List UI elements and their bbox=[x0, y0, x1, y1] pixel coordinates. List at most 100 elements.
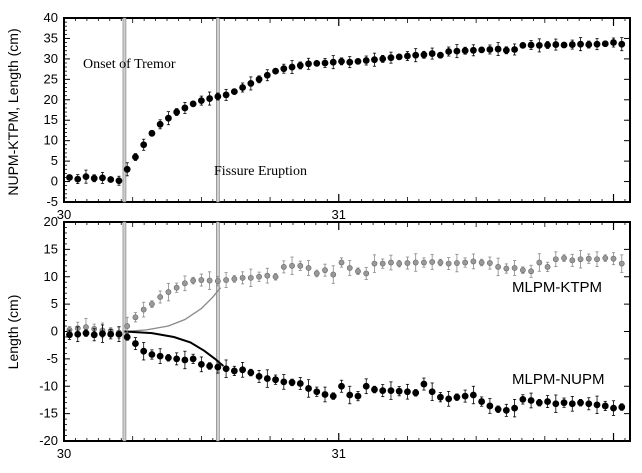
bottom-data-point-mlpm-nupm bbox=[395, 387, 403, 395]
top-data-point bbox=[461, 47, 469, 55]
bottom-data-point-mlpm-nupm bbox=[610, 404, 617, 412]
top-data-point bbox=[140, 141, 148, 149]
bottom-data-point-mlpm-nupm bbox=[123, 333, 131, 341]
bottom-data-point-mlpm-nupm bbox=[90, 331, 98, 339]
bottom-x-tick-labels: 30 31 bbox=[57, 446, 346, 461]
bottom-data-point-mlpm-ktpm bbox=[157, 294, 164, 300]
top-event-line-fissure bbox=[216, 17, 220, 203]
bottom-data-point-mlpm-ktpm bbox=[165, 289, 172, 295]
top-data-point bbox=[420, 51, 428, 59]
top-data-point bbox=[222, 91, 230, 99]
bottom-data-point-mlpm-ktpm bbox=[313, 270, 320, 277]
bottom-data-point-mlpm-nupm bbox=[338, 382, 345, 390]
top-data-point bbox=[296, 62, 304, 69]
top-data-point bbox=[486, 46, 494, 53]
top-plot-frame bbox=[63, 17, 631, 203]
top-data-point bbox=[288, 63, 296, 71]
annotation-fissure-eruption: Fissure Eruption bbox=[214, 164, 307, 179]
top-data-point bbox=[74, 175, 82, 183]
bottom-data-point-mlpm-nupm bbox=[280, 378, 288, 386]
top-y-tick-label: 0 bbox=[51, 174, 58, 189]
bottom-data-point-mlpm-ktpm bbox=[396, 260, 403, 267]
bottom-data-point-mlpm-nupm bbox=[535, 399, 543, 407]
top-data-point bbox=[263, 71, 271, 79]
top-data-point bbox=[519, 41, 527, 49]
bottom-data-point-mlpm-ktpm bbox=[247, 274, 254, 281]
bottom-data-point-mlpm-nupm bbox=[568, 400, 576, 408]
top-y-tick-labels: -5 0 5 10 15 20 25 30 35 40 bbox=[44, 10, 58, 209]
bottom-data-point-mlpm-ktpm bbox=[462, 259, 469, 266]
bottom-data-point-mlpm-nupm bbox=[478, 398, 486, 405]
top-y-tick-label: 20 bbox=[44, 92, 58, 107]
bottom-data-point-mlpm-nupm bbox=[494, 405, 502, 413]
bottom-data-point-mlpm-nupm bbox=[519, 395, 527, 403]
top-data-point bbox=[239, 84, 246, 91]
top-data-point bbox=[165, 114, 172, 122]
top-data-point bbox=[82, 173, 90, 181]
series-label-mlpm-ktpm: MLPM-KTPM bbox=[512, 279, 602, 296]
bottom-data-point-mlpm-nupm bbox=[165, 354, 172, 362]
bottom-data-point-mlpm-nupm bbox=[453, 393, 461, 401]
bottom-data-point-mlpm-ktpm bbox=[528, 268, 534, 275]
bottom-data-point-mlpm-nupm bbox=[371, 386, 378, 393]
bottom-data-point-mlpm-ktpm bbox=[355, 268, 361, 275]
bottom-data-point-mlpm-ktpm bbox=[83, 324, 89, 331]
top-data-point bbox=[90, 174, 98, 182]
top-axis-ticks bbox=[63, 17, 630, 203]
bottom-data-point-mlpm-ktpm bbox=[190, 277, 197, 284]
top-event-lines bbox=[122, 17, 220, 203]
bottom-data-point-mlpm-ktpm bbox=[486, 260, 493, 266]
bottom-data-point-mlpm-nupm bbox=[354, 392, 362, 400]
bottom-data-point-mlpm-ktpm bbox=[140, 306, 147, 313]
top-data-point bbox=[362, 57, 370, 64]
bottom-x-tick-label: 31 bbox=[332, 446, 346, 461]
bottom-data-point-mlpm-ktpm bbox=[602, 255, 609, 262]
top-data-point bbox=[585, 41, 593, 48]
bottom-data-point-mlpm-nupm bbox=[99, 330, 106, 338]
bottom-data-point-mlpm-nupm bbox=[552, 400, 560, 408]
top-data-point bbox=[371, 56, 378, 64]
bottom-data-point-mlpm-ktpm bbox=[173, 284, 180, 291]
bottom-data-point-mlpm-ktpm bbox=[124, 323, 131, 329]
top-data-point bbox=[329, 58, 337, 66]
top-data-point bbox=[280, 65, 288, 73]
top-data-point bbox=[123, 165, 131, 173]
top-data-point bbox=[502, 46, 510, 54]
bottom-data-point-mlpm-ktpm bbox=[280, 263, 287, 270]
top-y-tick-label: 35 bbox=[44, 30, 58, 45]
bottom-data-point-mlpm-ktpm bbox=[388, 259, 394, 266]
top-data-point bbox=[535, 41, 543, 49]
bottom-data-point-mlpm-nupm bbox=[173, 355, 181, 363]
top-x-tick-label: 30 bbox=[57, 207, 71, 222]
top-data-point bbox=[560, 41, 568, 49]
top-panel-chart: -5 0 5 10 15 20 25 30 35 40 30 31 NUPM-KTPM, Lengt… bbox=[5, 10, 631, 222]
bottom-data-point-mlpm-ktpm bbox=[585, 255, 592, 262]
top-data-point bbox=[453, 47, 461, 55]
bottom-y-axis-label: Length (cm) bbox=[5, 295, 21, 370]
bottom-data-point-mlpm-nupm bbox=[296, 380, 304, 387]
bottom-data-point-mlpm-nupm bbox=[329, 392, 337, 400]
bottom-data-point-mlpm-nupm bbox=[272, 376, 279, 384]
top-data-point bbox=[511, 46, 519, 53]
bottom-data-point-mlpm-ktpm bbox=[239, 274, 246, 281]
bottom-data-point-mlpm-nupm bbox=[461, 392, 469, 400]
top-data-point bbox=[469, 46, 477, 54]
top-data-point bbox=[148, 129, 156, 137]
top-y-tick-label: -5 bbox=[46, 194, 58, 209]
bottom-data-point-mlpm-ktpm bbox=[470, 258, 477, 265]
bottom-data-point-mlpm-nupm bbox=[412, 389, 420, 397]
top-data-point bbox=[181, 104, 189, 112]
top-data-point bbox=[354, 57, 362, 65]
bottom-data-point-mlpm-nupm bbox=[148, 351, 156, 358]
bottom-data-point-mlpm-ktpm bbox=[421, 259, 427, 266]
bottom-data-point-mlpm-ktpm bbox=[552, 256, 559, 263]
bottom-data-point-mlpm-nupm bbox=[82, 329, 90, 337]
bottom-data-point-mlpm-ktpm bbox=[536, 259, 543, 266]
top-data-point bbox=[173, 108, 181, 116]
bottom-data-point-mlpm-nupm bbox=[577, 399, 584, 407]
top-data-point bbox=[305, 60, 312, 68]
bottom-data-point-mlpm-ktpm bbox=[214, 278, 221, 285]
bottom-data-point-mlpm-nupm bbox=[618, 403, 626, 411]
bottom-data-point-mlpm-nupm bbox=[511, 404, 519, 412]
